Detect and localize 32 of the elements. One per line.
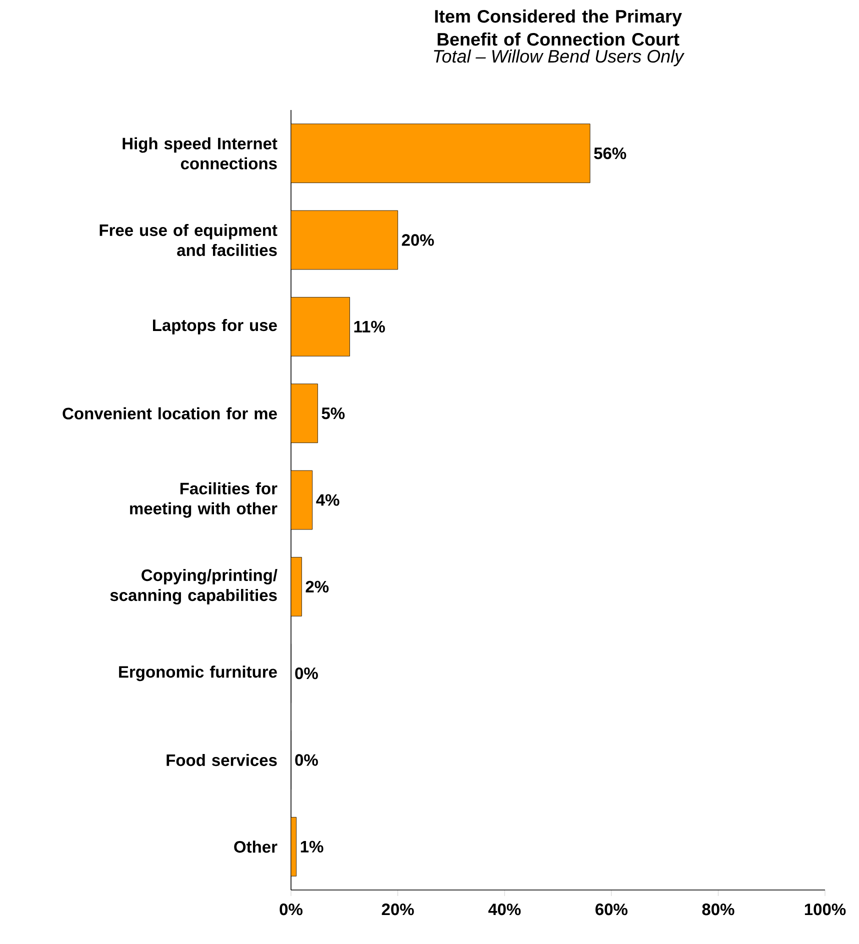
bar [291, 384, 318, 444]
bar [291, 557, 302, 616]
chart-subtitle: Total – Willow Bend Users Only [434, 49, 684, 66]
data-label: 0% [295, 754, 318, 766]
y-tick-label: Free use of equipment and facilities [100, 224, 278, 256]
bar [291, 297, 350, 356]
x-tick-label: 40% [488, 904, 521, 916]
bar [291, 210, 398, 270]
data-label: 56% [594, 148, 626, 160]
data-label: 1% [300, 840, 324, 852]
x-tick-label: 20% [382, 904, 414, 916]
x-tick-label: 80% [702, 904, 734, 916]
data-label: 2% [306, 580, 329, 592]
y-tick-label: Ergonomic furniture [119, 666, 277, 682]
y-tick-label: Copying/printing/ scanning capabilities [110, 568, 278, 604]
y-tick-label: Laptops for use [153, 318, 277, 334]
data-label: 0% [295, 668, 318, 680]
y-tick-label: Facilities for meeting with other [130, 482, 278, 518]
chart-title: Item Considered the Primary Benefit of Connection Court [435, 10, 682, 46]
x-tick-label: 60% [596, 904, 628, 916]
data-label: 11% [354, 320, 385, 332]
data-label: 20% [402, 234, 434, 246]
x-tick-label: 100% [804, 904, 846, 916]
data-label: 5% [322, 408, 345, 420]
y-tick-label: Other [234, 840, 278, 853]
y-tick-label: Food services [166, 754, 277, 766]
bar [291, 124, 590, 184]
x-tick-label: 0% [280, 904, 302, 916]
y-tick-label: Convenient location for me [62, 407, 277, 420]
bar [291, 470, 313, 530]
data-label: 4% [316, 494, 340, 506]
y-tick-label: High speed Internet connections [122, 137, 278, 170]
